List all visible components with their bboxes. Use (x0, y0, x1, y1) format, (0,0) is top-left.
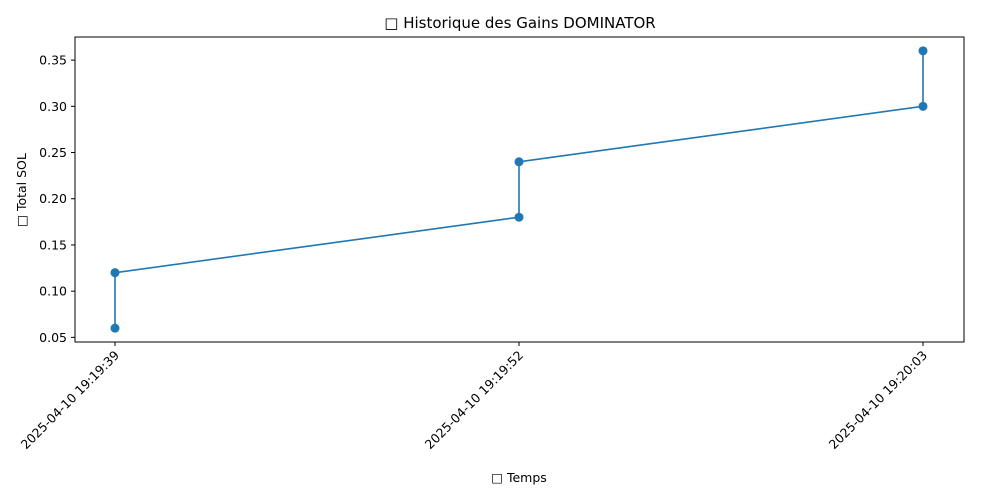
y-axis-label: □ Total SOL (14, 153, 29, 227)
x-axis-label: □ Temps (491, 470, 547, 485)
y-tick-label: 0.30 (39, 99, 67, 114)
y-tick-label: 0.15 (39, 237, 67, 252)
y-tick-label: 0.05 (39, 330, 67, 345)
y-tick-label: 0.10 (39, 284, 67, 299)
data-point (110, 268, 120, 278)
data-point (110, 323, 120, 333)
data-point (918, 46, 928, 56)
y-tick-label: 0.25 (39, 145, 67, 160)
y-tick-label: 0.20 (39, 191, 67, 206)
y-tick-label: 0.35 (39, 53, 67, 68)
series-line (114, 50, 924, 329)
data-point (918, 101, 928, 111)
chart-title: □ Historique des Gains DOMINATOR (384, 14, 655, 32)
data-point (514, 157, 524, 167)
plot-frame (74, 36, 965, 343)
data-point (514, 212, 524, 222)
